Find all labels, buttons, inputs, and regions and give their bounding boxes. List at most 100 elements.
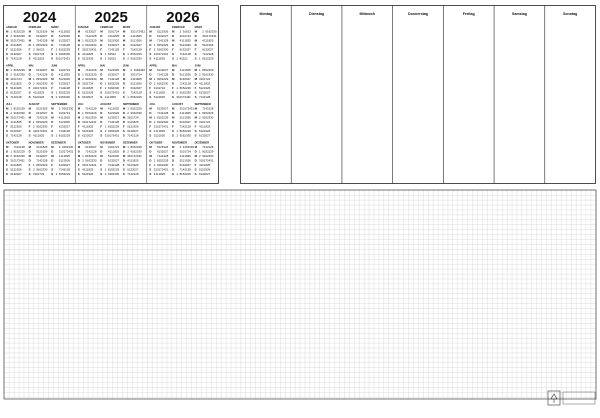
date-cell: 20 — [184, 120, 188, 124]
date-cell: 30 — [138, 57, 142, 61]
date-cell: 8 — [130, 95, 132, 99]
weekday-letter: M — [100, 77, 103, 81]
date-cell: 2 — [105, 57, 107, 61]
date-cell: 1 — [33, 120, 35, 124]
date-cell: 13 — [60, 125, 64, 129]
date-cell: 12 — [12, 125, 16, 129]
date-cell: 28 — [67, 168, 71, 172]
date-cell: 14 — [109, 48, 113, 52]
date-cell: 24 — [90, 48, 94, 52]
date-cell: 1 — [127, 107, 129, 111]
date-cell: 8 — [180, 86, 182, 90]
date-cell: 19 — [41, 30, 45, 34]
weekday-letter: S — [29, 57, 31, 61]
date-cell: 12 — [38, 107, 42, 111]
date-cell: 2 — [33, 48, 35, 52]
date-cell: 23 — [67, 145, 71, 149]
weekday-letter: F — [6, 163, 8, 167]
date-cell: 25 — [113, 95, 117, 99]
year-title: 2024 — [23, 9, 57, 26]
date-cell: 14 — [159, 73, 163, 77]
date-cell: 11 — [129, 120, 132, 124]
date-cell: 18 — [184, 111, 188, 115]
date-cell: 15 — [60, 48, 64, 52]
date-cell: 20 — [162, 68, 166, 72]
date-cell: 21 — [15, 95, 19, 99]
date-cell: 24 — [41, 172, 45, 176]
date-cell: 27 — [207, 172, 211, 176]
weekday-letter: F — [149, 125, 151, 129]
date-cell: 8 — [85, 39, 87, 43]
date-cell: 8 — [180, 129, 182, 133]
date-cell: 25 — [207, 125, 211, 129]
date-cell: 13 — [159, 68, 163, 72]
date-cell: 31 — [165, 168, 169, 172]
date-cell: 23 — [90, 77, 94, 81]
weekday-letter: S — [29, 52, 31, 56]
date-cell: 4 — [82, 86, 84, 90]
date-cell: 5 — [157, 145, 159, 149]
date-cell: 31 — [93, 48, 97, 52]
date-cell: 24 — [18, 39, 22, 43]
date-cell: 14 — [60, 129, 64, 133]
weekday-letter: D — [29, 43, 31, 47]
date-cell: 21 — [135, 91, 139, 95]
weekday-letter: S — [123, 134, 125, 138]
date-cell: 2 — [199, 154, 201, 158]
date-cell: 25 — [18, 163, 22, 167]
date-cell: 21 — [113, 120, 117, 124]
date-cell: 30 — [22, 73, 26, 77]
weekday-letter: D — [6, 159, 8, 163]
date-cell: 2 — [154, 120, 156, 124]
weekday-letter: D — [172, 150, 174, 154]
date-cell: 6 — [157, 107, 159, 111]
date-cell: 29 — [93, 73, 97, 77]
date-cell: 15 — [38, 77, 42, 81]
date-cell: 12 — [155, 95, 159, 99]
date-cell: 28 — [44, 73, 48, 77]
date-cell: 22 — [184, 129, 188, 133]
date-cell: 17 — [204, 120, 208, 124]
date-cell: 22 — [184, 86, 188, 90]
date-cell: 17 — [181, 95, 185, 99]
date-cell: 27 — [18, 129, 22, 133]
date-cell: 15 — [87, 39, 91, 43]
date-cell: 12 — [181, 43, 185, 47]
date-cell: 10 — [204, 34, 208, 38]
date-cell: 26 — [67, 77, 71, 81]
date-cell: 19 — [64, 159, 68, 163]
date-cell: 17 — [132, 116, 136, 120]
date-cell: 13 — [38, 68, 42, 72]
date-cell: 12 — [109, 68, 113, 72]
date-cell: 29 — [138, 95, 142, 99]
month-name: MAI — [29, 64, 34, 68]
date-cell: 18 — [184, 39, 188, 43]
date-cell: 6 — [36, 68, 38, 72]
date-cell: 17 — [184, 34, 188, 38]
weekday-letter: M — [123, 68, 126, 72]
date-cell: 5 — [82, 172, 84, 176]
date-cell: 15 — [87, 154, 91, 158]
date-cell: 3 — [105, 134, 107, 138]
date-cell: 10 — [155, 125, 159, 129]
date-cell: 24 — [67, 111, 71, 115]
weekday-letter: M — [78, 154, 81, 158]
date-cell: 2 — [56, 52, 58, 56]
date-cell: 27 — [93, 145, 97, 149]
date-cell: 25 — [44, 145, 48, 149]
date-cell: 17 — [87, 120, 91, 124]
date-cell: 25 — [90, 125, 94, 129]
date-cell: 7 — [85, 150, 87, 154]
date-cell: 20 — [204, 134, 208, 138]
date-cell: 9 — [14, 154, 16, 158]
date-cell: 23 — [67, 107, 71, 111]
weekday-letter: F — [51, 86, 53, 90]
date-cell: 11 — [110, 34, 113, 38]
date-cell: 23 — [18, 154, 22, 158]
date-cell: 9 — [108, 86, 110, 90]
weekday-letter: S — [100, 134, 102, 138]
date-cell: 2 — [105, 129, 107, 133]
weekday-letter: S — [6, 172, 8, 176]
date-cell: 4 — [10, 120, 12, 124]
date-cell: 5 — [180, 73, 182, 77]
